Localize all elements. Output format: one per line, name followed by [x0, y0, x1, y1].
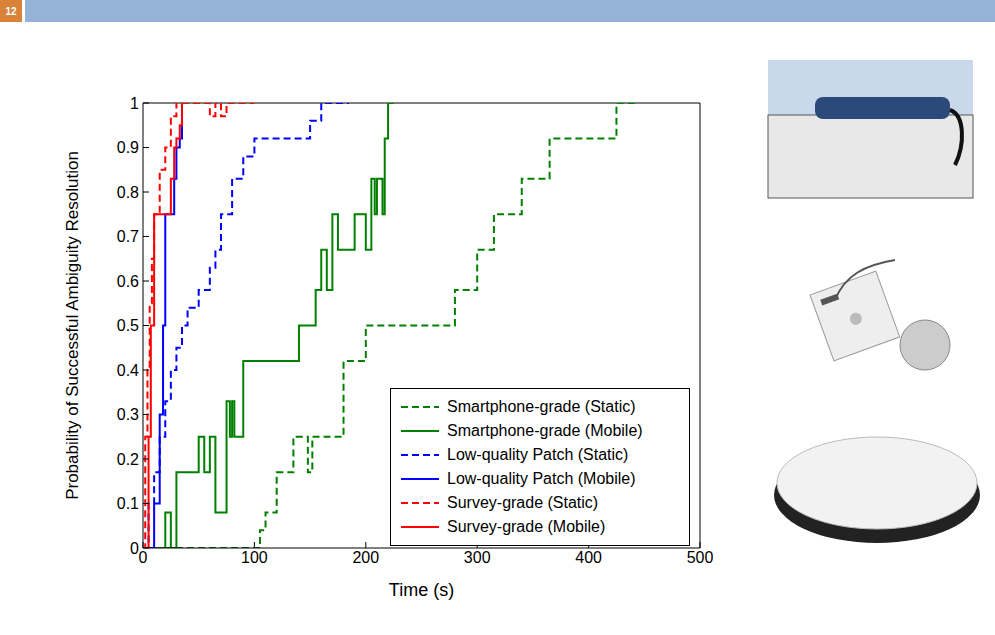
html-text:Survey-grade (Static): Survey-grade (Static)	[447, 494, 599, 511]
svg-text:0.8: 0.8	[117, 184, 139, 201]
svg-text:1: 1	[130, 95, 139, 112]
svg-text:0.2: 0.2	[117, 451, 139, 468]
html-text:Smartphone-grade (Static): Smartphone-grade (Static)	[447, 398, 636, 415]
svg-text:0.4: 0.4	[117, 362, 139, 379]
svg-text:200: 200	[352, 549, 379, 566]
svg-text:400: 400	[575, 549, 602, 566]
svg-text:0.1: 0.1	[117, 495, 139, 512]
html-text:Smartphone-grade (Mobile): Smartphone-grade (Mobile)	[447, 422, 643, 439]
html-text:Survey-grade (Mobile): Survey-grade (Mobile)	[447, 518, 606, 535]
svg-text:300: 300	[464, 549, 491, 566]
html-text:Low-quality Patch (Mobile): Low-quality Patch (Mobile)	[447, 470, 636, 487]
html-text:Low-quality Patch (Static): Low-quality Patch (Static)	[447, 446, 629, 463]
svg-text:0.7: 0.7	[117, 228, 139, 245]
svg-text:0: 0	[139, 549, 148, 566]
svg-text:0.6: 0.6	[117, 273, 139, 290]
svg-text:500: 500	[687, 549, 714, 566]
svg-text:100: 100	[241, 549, 268, 566]
svg-text:Probability of Successful Ambi: Probability of Successful Ambiguity Reso…	[63, 151, 82, 500]
html-text:12: 12	[5, 5, 17, 17]
svg-text:0: 0	[130, 540, 139, 557]
svg-text:0.3: 0.3	[117, 406, 139, 423]
svg-text:Time (s): Time (s)	[389, 580, 454, 600]
svg-text:0.5: 0.5	[117, 317, 139, 334]
svg-text:0.9: 0.9	[117, 139, 139, 156]
